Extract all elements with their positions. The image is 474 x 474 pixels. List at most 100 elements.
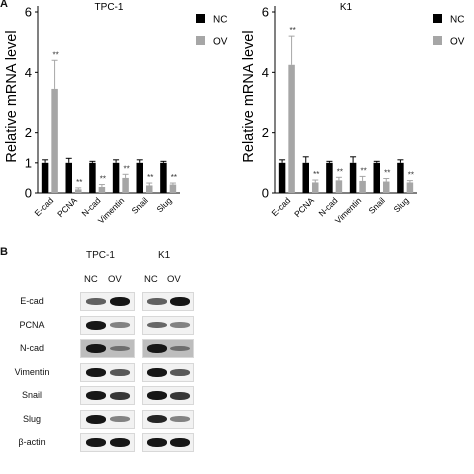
legend-label: NC (213, 15, 227, 26)
blot-membrane (80, 433, 135, 452)
panel-a-label: A (0, 0, 8, 10)
x-tick-label: Snail (366, 195, 387, 216)
significance-label: ** (100, 175, 106, 184)
bar (122, 177, 129, 193)
x-tick-label: Slug (154, 195, 173, 214)
blot-membrane (80, 386, 135, 405)
blot-lane-label: OV (108, 274, 122, 285)
significance-label: ** (76, 178, 82, 187)
blot-band (86, 367, 106, 377)
blot-membrane (142, 433, 194, 452)
blot-band (86, 298, 106, 305)
blot-row-label: Slug (22, 413, 41, 424)
legend-swatch (433, 14, 442, 23)
blot-band (86, 344, 106, 353)
blot-membrane (142, 362, 194, 382)
x-tick-label: Vimentin (333, 195, 364, 226)
blot-band (86, 320, 106, 330)
panel-b-label: B (0, 246, 8, 258)
significance-label: ** (147, 173, 153, 182)
significance-label: ** (384, 169, 390, 178)
x-tick-label: Snail (129, 195, 150, 216)
chart-tpc1: Relative mRNA level TPC-1 0 1 2 4 6 ** E-cad ** PC… (4, 2, 228, 226)
bar (288, 64, 295, 194)
legend-swatch (196, 36, 205, 45)
blot-band (147, 298, 167, 305)
blot-membrane (142, 409, 194, 429)
x-tick-label: E-cad (269, 195, 292, 218)
blot-band (110, 297, 130, 306)
y-tick-label: 4 (25, 65, 32, 80)
y-tick-label: 4 (262, 65, 269, 80)
blot-band (147, 367, 167, 377)
significance-label: ** (171, 173, 177, 182)
blot-band (170, 345, 190, 352)
blot-membrane (80, 292, 135, 311)
bar (335, 180, 343, 193)
blot-membrane (80, 315, 135, 335)
bar (312, 182, 319, 193)
blot-band (170, 368, 190, 376)
y-tick-label: 1 (25, 155, 32, 170)
blot-membrane (80, 409, 135, 429)
legend-label: OV (450, 37, 465, 48)
blot-lane-label: NC (84, 274, 98, 285)
blot-band (86, 391, 106, 400)
x-tick-label: Vimentin (96, 195, 127, 226)
blot-band (110, 391, 130, 400)
blot-band (147, 414, 167, 424)
blot-membrane (142, 292, 194, 311)
bar (373, 162, 380, 193)
bar (98, 186, 106, 193)
y-tick-label: 2 (262, 125, 269, 140)
western-blot: TPC-1 K1 NC OV NC OV E-cad PCNA N-cad Vimen… (0, 240, 474, 474)
blot-group-label: K1 (158, 250, 171, 261)
y-tick-label: 0 (262, 186, 269, 201)
y-tick-label: 2 (25, 125, 32, 140)
chart-title: TPC-1 (95, 2, 124, 13)
significance-label: ** (52, 50, 58, 59)
y-axis-label: Relative mRNA level (4, 30, 20, 162)
legend-swatch (433, 36, 442, 45)
bar (112, 162, 120, 193)
x-tick-label: Slug (391, 195, 410, 214)
bar (383, 181, 390, 193)
significance-label: ** (360, 166, 366, 175)
blot-band (170, 416, 190, 422)
x-tick-label: PCNA (55, 195, 79, 219)
bar (326, 162, 333, 193)
blot-band (110, 438, 130, 447)
blot-membrane (142, 315, 194, 335)
bar (160, 162, 167, 193)
bar (302, 162, 309, 193)
blot-band (170, 322, 190, 328)
blot-row-label: N-cad (19, 343, 44, 353)
blot-band (170, 391, 190, 400)
bar (75, 189, 82, 193)
blot-membrane (80, 339, 135, 358)
blot-band (170, 297, 190, 306)
bar (136, 162, 143, 193)
blot-row-label: Vimentin (14, 366, 50, 377)
blot-lane-label: OV (167, 274, 181, 285)
significance-label: ** (408, 171, 414, 180)
significance-label: ** (313, 170, 319, 179)
blot-band (110, 322, 130, 328)
bar (89, 162, 96, 193)
y-tick-label: 6 (262, 5, 269, 20)
bar (65, 162, 72, 193)
blot-band (110, 345, 130, 352)
y-axis-label: Relative mRNA level (241, 30, 257, 162)
legend-swatch (196, 14, 205, 23)
blot-band (110, 368, 130, 376)
bar (51, 88, 58, 193)
chart-title: K1 (340, 2, 353, 13)
blot-band (147, 321, 167, 329)
blot-row-label: E-cad (20, 296, 44, 306)
legend-label: OV (213, 37, 228, 48)
significance-label: ** (337, 167, 343, 176)
bar (397, 162, 404, 193)
y-tick-label: 0 (25, 186, 32, 201)
blot-group-label: TPC-1 (86, 250, 115, 261)
blot-membrane (142, 386, 194, 405)
